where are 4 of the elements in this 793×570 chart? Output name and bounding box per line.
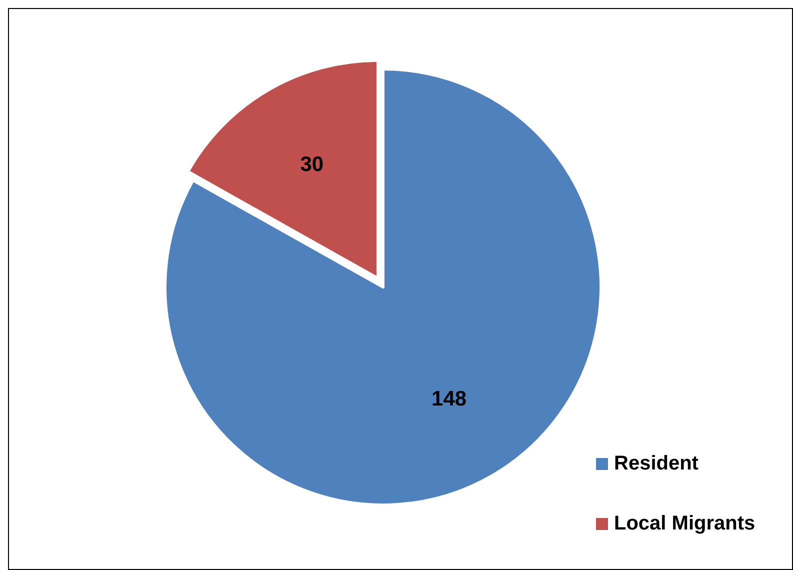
legend-label: Resident (614, 452, 699, 474)
data-label: 30 (300, 153, 324, 176)
legend-label: Local Migrants (614, 512, 756, 534)
data-label: 148 (432, 387, 467, 410)
